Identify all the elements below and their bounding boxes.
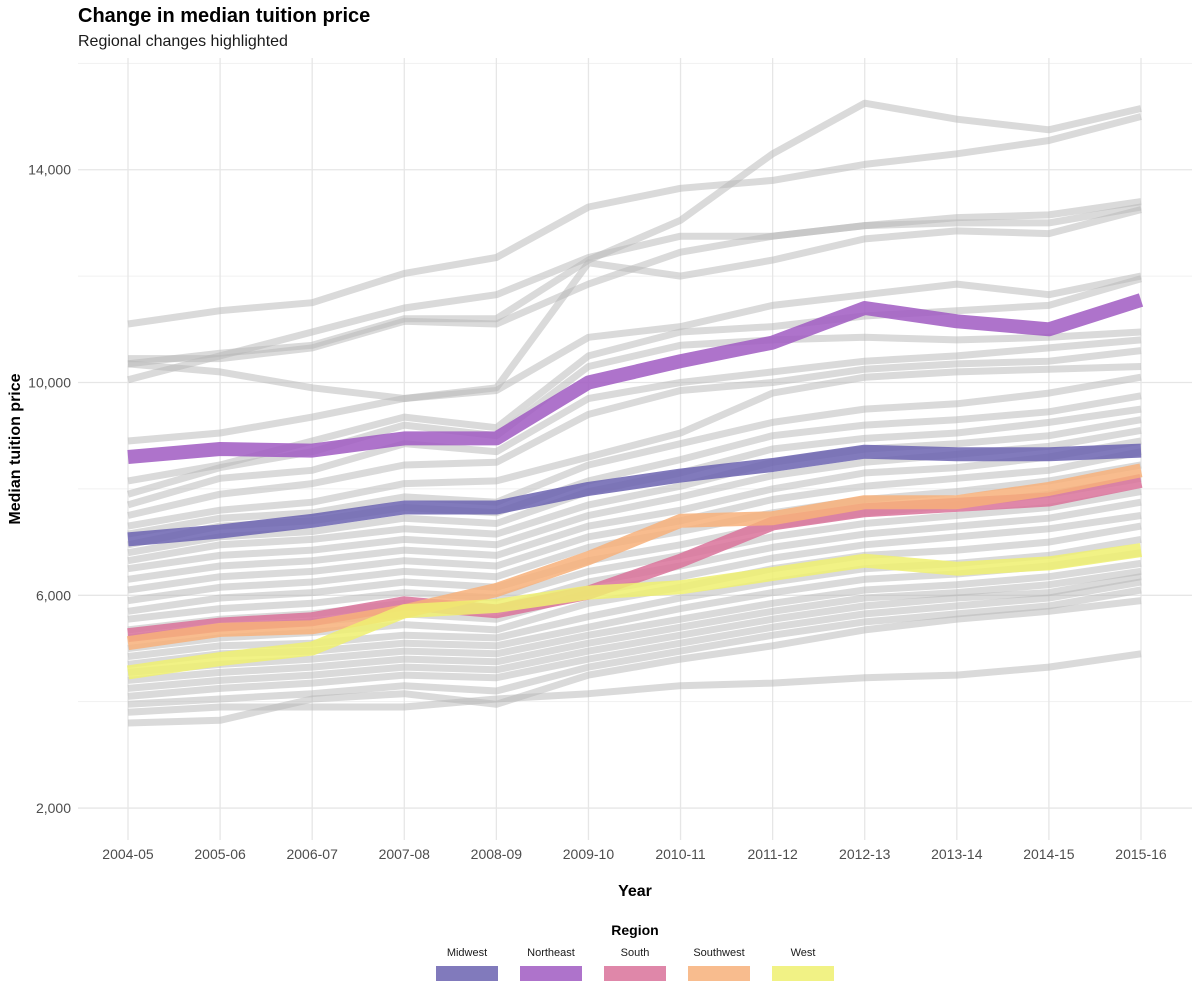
background-series-line [127, 597, 1142, 727]
legend-label-southwest: Southwest [693, 947, 744, 959]
series-line-southwest [126, 463, 1143, 651]
background-series-line [127, 488, 1142, 623]
x-tick-label: 2007-08 [379, 846, 431, 862]
background-series-line [127, 416, 1142, 565]
x-tick-label: 2014-15 [1023, 846, 1075, 862]
legend-label-midwest: Midwest [447, 947, 487, 959]
legend-key-midwest [436, 966, 498, 981]
x-tick-label: 2013-14 [931, 846, 983, 862]
x-tick-label: 2010-11 [655, 846, 706, 862]
chart-title: Change in median tuition price [78, 5, 370, 27]
background-series-line [127, 206, 1142, 402]
legend-title: Region [611, 922, 658, 938]
background-series-line [127, 363, 1142, 530]
series-line-west [126, 543, 1143, 680]
legend-key-west [772, 966, 834, 981]
highlighted-region-lines [126, 293, 1144, 680]
x-axis-title: Year [618, 883, 652, 900]
legend-label-west: West [791, 947, 816, 959]
background-series-line [127, 198, 1142, 384]
legend-key-south [604, 966, 666, 981]
y-tick-label: 6,000 [36, 587, 71, 603]
legend-label-south: South [621, 947, 650, 959]
legend-key-northeast [520, 966, 582, 981]
x-tick-label: 2011-12 [747, 846, 798, 862]
background-series-line [127, 448, 1142, 594]
chart-subtitle: Regional changes highlighted [78, 33, 288, 50]
legend-label-northeast: Northeast [527, 947, 575, 959]
background-series-line [127, 559, 1142, 676]
background-series-line [127, 336, 1142, 509]
legend-key-southwest [688, 966, 750, 981]
series-line-midwest [127, 443, 1142, 547]
x-tick-label: 2004-05 [102, 846, 154, 862]
y-tick-label: 10,000 [28, 375, 71, 391]
series-line-northeast [127, 293, 1144, 464]
background-series-line [127, 437, 1142, 583]
y-tick-label: 14,000 [28, 162, 71, 178]
background-series-line [127, 578, 1142, 700]
background-series-line [127, 650, 1142, 716]
x-tick-label: 2012-13 [839, 846, 891, 862]
legend: Midwest Northeast South Southwest West [436, 947, 834, 981]
x-axis-ticks: 2004-05 2005-06 2006-07 2007-08 2008-09 2009-… [102, 846, 1167, 862]
background-series-line [127, 272, 1142, 445]
y-axis-title: Median tuition price [7, 373, 24, 524]
background-series-line [127, 373, 1142, 538]
x-tick-label: 2008-09 [471, 846, 523, 862]
y-axis-ticks: 2,000 6,000 10,000 14,000 [28, 162, 71, 816]
background-series-line [127, 113, 1142, 328]
background-series-line [127, 567, 1142, 684]
background-series-line [127, 586, 1142, 708]
x-tick-label: 2015-16 [1115, 846, 1167, 862]
x-tick-label: 2005-06 [194, 846, 246, 862]
background-series-line [127, 573, 1142, 692]
y-tick-label: 2,000 [36, 800, 71, 816]
x-tick-label: 2009-10 [563, 846, 615, 862]
x-tick-label: 2006-07 [286, 846, 338, 862]
background-series-line [127, 347, 1142, 519]
